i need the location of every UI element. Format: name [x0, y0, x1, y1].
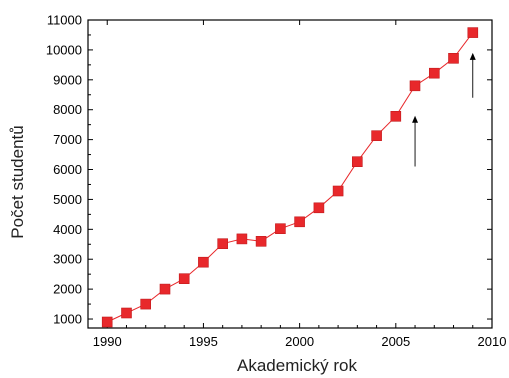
x-axis-title: Akademický rok: [237, 356, 357, 375]
data-point: [332, 185, 344, 197]
y-tick-label: 9000: [53, 72, 82, 87]
y-axis-title: Počet studentů: [8, 125, 27, 238]
data-point: [140, 298, 151, 310]
data-point: [159, 283, 171, 295]
y-tick-label: 5000: [53, 192, 82, 207]
data-point: [294, 216, 305, 228]
annotation-arrowhead: [412, 115, 419, 123]
data-point: [448, 52, 459, 64]
data-point: [101, 316, 113, 328]
x-tick-label: 2010: [478, 334, 507, 349]
data-point: [467, 27, 479, 38]
x-tick-label: 1990: [93, 334, 122, 349]
plot-area: 1000 2000 3000 4000 5000 6000 7000 8000 9000 1000…: [46, 13, 507, 350]
data-point: [351, 156, 363, 167]
annotation-arrowhead: [469, 52, 476, 60]
y-tick-label: 3000: [53, 252, 82, 267]
data-point: [255, 236, 267, 247]
y-tick-label: 8000: [53, 102, 82, 117]
plot-frame: [87, 19, 493, 329]
data-point: [178, 273, 190, 285]
data-point: [217, 238, 228, 249]
data-point: [275, 223, 286, 234]
data-point: [236, 233, 248, 245]
data-point: [371, 130, 382, 141]
x-tick-label: 2000: [285, 334, 314, 349]
x-tick-label: 1995: [189, 334, 218, 349]
data-point: [198, 256, 209, 268]
y-tick-label: 4000: [53, 222, 82, 237]
x-tick-label: 2005: [381, 334, 410, 349]
y-tick-label: 10000: [46, 42, 82, 57]
y-tick-label: 1000: [53, 312, 82, 327]
data-point: [428, 67, 440, 79]
y-tick-label: 2000: [53, 282, 82, 297]
y-tick-label: 7000: [53, 132, 82, 147]
data-point: [409, 80, 421, 92]
series-line: [106, 32, 474, 323]
data-point: [390, 111, 402, 122]
data-point: [313, 202, 325, 214]
data-point: [121, 307, 132, 319]
y-tick-label: 11000: [47, 13, 82, 28]
y-tick-label: 6000: [53, 162, 82, 177]
